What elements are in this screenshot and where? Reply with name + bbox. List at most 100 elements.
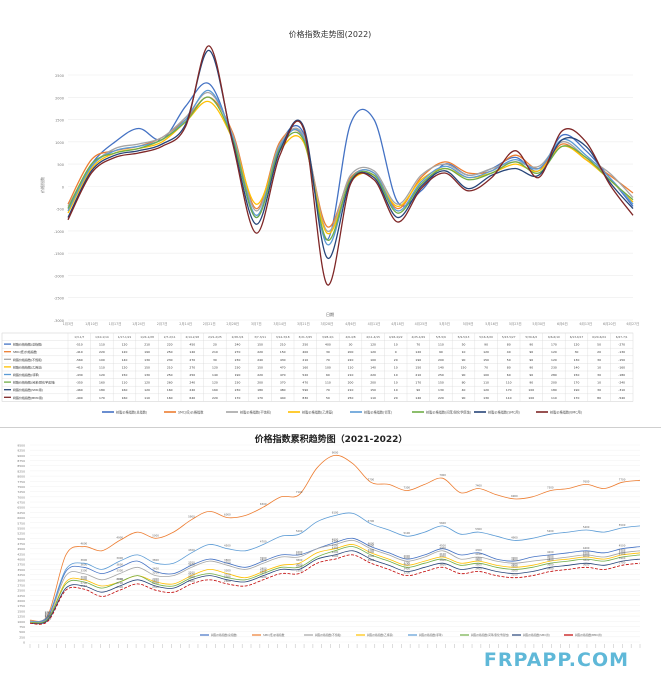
chart-2-data-label: 3300	[81, 569, 88, 573]
chart-2-data-label: 3900	[260, 556, 267, 560]
chart-1-table-cell: 210	[348, 373, 354, 377]
chart-1-x-tick-label: 6月27日	[627, 322, 640, 326]
chart-2-data-label: 3300	[511, 569, 518, 573]
chart-1-table-cell: 70	[326, 358, 330, 362]
chart-1-table-cell: 220	[438, 396, 444, 400]
chart-1-table-header-cell: 4/25-4/29	[412, 335, 426, 339]
chart-1-table-cell: -510	[76, 343, 83, 347]
chart-2-data-label: 2500	[116, 585, 123, 589]
chart-1-legend-label-2: SMC(低)价格指数	[178, 410, 204, 415]
chart-2-data-label: 4300	[619, 548, 626, 552]
watermark-logo: FRPAPP.COM	[483, 649, 629, 671]
chart-1-table-cell: 40	[507, 350, 511, 354]
chart-1-table-cell: 170	[415, 381, 421, 385]
chart-1-table-cell: 640	[189, 396, 195, 400]
chart-2-data-label: 7300	[403, 486, 410, 490]
chart-2-y-tick-label: 8750	[17, 459, 25, 463]
chart-2-data-label: 3600	[188, 562, 195, 566]
chart-1-table-cell: 120	[122, 365, 128, 369]
chart-1-table-header-cell: 5/30-6/2	[525, 335, 537, 339]
chart-1-series-line-8	[67, 45, 634, 286]
chart-1-table-cell: 30	[213, 358, 217, 362]
chart-2-y-tick-label: 6500	[17, 506, 25, 510]
chart-2-data-label: 7400	[475, 484, 482, 488]
chart-2-y-tick-label: 9000	[17, 454, 25, 458]
chart-2-data-label: 4100	[296, 552, 303, 556]
chart-1-table-cell: 200	[257, 381, 263, 385]
chart-1-table-cell: 40	[462, 388, 466, 392]
chart-1-table-header-cell: 1/17-1/21	[118, 335, 132, 339]
chart-2-data-label: 2800	[152, 579, 159, 583]
chart-2-data-label: 3800	[547, 558, 554, 562]
chart-2-legend-label-4: 树脂价格指数(乙烯基)	[367, 633, 393, 637]
chart-1-table-cell: 50	[326, 396, 330, 400]
chart-2-data-label: 7700	[619, 477, 626, 481]
chart-1-table-cell: -400	[76, 396, 83, 400]
chart-2-data-label: 3600	[475, 562, 482, 566]
chart-1-table-cell: 190	[144, 350, 150, 354]
chart-1-table-cell: 240	[235, 343, 241, 347]
chart-1-table-cell: 250	[167, 350, 173, 354]
chart-2-y-tick-label: 8500	[17, 464, 25, 468]
chart-1-table-cell: 480	[280, 388, 286, 392]
chart-1-table-cell: 150	[370, 388, 376, 392]
chart-1-table-cell: 110	[325, 381, 331, 385]
chart-1-legend-label-4: 树脂价格指数(乙烯基)	[302, 410, 333, 415]
chart-1-series-line-6	[67, 96, 634, 241]
chart-1-table-cell: 140	[574, 365, 580, 369]
chart-1-table-cell: 110	[438, 343, 444, 347]
chart-1-table-header-cell: 4/6-4/8	[345, 335, 355, 339]
chart-1-table-header-cell: 4/11-4/15	[366, 335, 380, 339]
chart-2-legend-label-1: 树脂价格指数(总指数)	[211, 633, 237, 637]
chart-2-data-label: 4300	[368, 548, 375, 552]
chart-1-table-cell: 230	[235, 388, 241, 392]
chart-1-x-tick-label: 5月30日	[532, 322, 545, 326]
chart-1-table-cell: 210	[280, 343, 286, 347]
chart-2-series-line-2	[29, 454, 641, 622]
chart-1-table-cell: 230	[235, 381, 241, 385]
chart-1-table-cell: 170	[235, 396, 241, 400]
chart-2-data-label: 3900	[403, 556, 410, 560]
chart-1-y-tick-label: -2500	[54, 297, 64, 301]
chart-2-data-label: 3400	[403, 566, 410, 570]
chart-1-x-tick-label: 3月21日	[297, 322, 310, 326]
chart-2-title: 价格指数累积趋势图（2021-2022）	[255, 433, 408, 445]
chart-2-data-label: 3800	[368, 558, 375, 562]
chart-1-table-cell: -350	[76, 381, 83, 385]
chart-1-table-header-cell: 3/28-4/1	[322, 335, 334, 339]
chart-1-legend-label-6: 树脂价格指数(间苯/耐化学腐蚀)	[426, 410, 471, 415]
chart-1-table-cell: 150	[415, 365, 421, 369]
chart-2-data-label: 3700	[619, 560, 626, 564]
chart-2-data-label: 4200	[332, 550, 339, 554]
chart-2-data-label: 3800	[296, 558, 303, 562]
chart-2-y-tick-label: 4000	[17, 558, 25, 562]
chart-2-y-tick-label: 9250	[17, 449, 25, 453]
chart-1-x-tick-label: 4月6日	[345, 322, 356, 326]
chart-2-y-tick-label: 7000	[17, 495, 25, 499]
chart-2-data-label: 3600	[511, 562, 518, 566]
chart-2-data-label: 3100	[188, 573, 195, 577]
chart-1-table-cell: 150	[280, 350, 286, 354]
chart-2-data-label: 3800	[511, 558, 518, 562]
chart-1-table-cell: 210	[415, 373, 421, 377]
chart-1-table-cell: 120	[551, 350, 557, 354]
chart-2-y-tick-label: 9500	[17, 444, 25, 448]
chart-1-table-cell: -460	[76, 388, 83, 392]
chart-1-x-axis-label: 日期	[326, 311, 334, 317]
chart-2-legend-label-6: 树脂价格指数(间苯/耐化学腐蚀)	[471, 633, 509, 637]
chart-1-series-line-5	[67, 89, 634, 246]
chart-1-table-cell: 30	[597, 358, 601, 362]
chart-1-table-cell: 170	[574, 381, 580, 385]
chart-1-table-cell: 470	[280, 365, 286, 369]
chart-2-data-label: 3900	[116, 556, 123, 560]
chart-1-table-cell: 20	[597, 350, 601, 354]
chart-1-table-cell: 150	[483, 358, 489, 362]
chart-1-table-cell: 110	[506, 381, 512, 385]
chart-1-table-cell: 280	[551, 373, 557, 377]
chart-1-table-cell: 210	[144, 343, 150, 347]
chart-1-table-cell: 10	[394, 343, 398, 347]
chart-1-table-cell: 30	[597, 388, 601, 392]
chart-2-data-label: 6900	[511, 494, 518, 498]
chart-1-table-cell: 160	[122, 396, 128, 400]
chart-2-data-label: 3800	[583, 558, 590, 562]
